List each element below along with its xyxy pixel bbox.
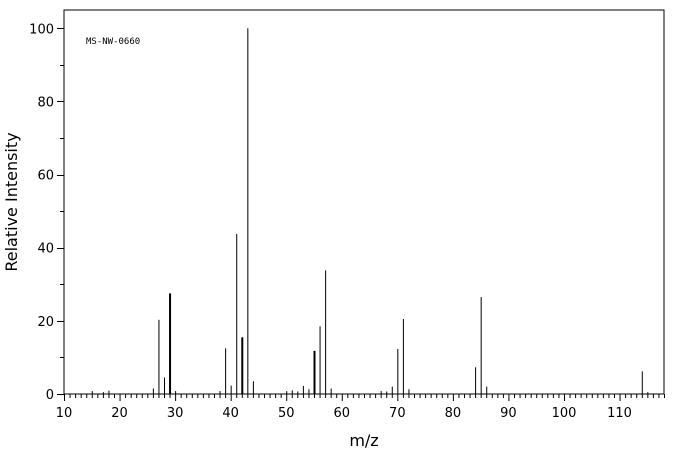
x-axis-label: m/z [349, 431, 378, 450]
y-tick-label: 0 [46, 388, 54, 403]
x-tick-label: 50 [278, 406, 295, 421]
x-tick-label: 40 [222, 406, 239, 421]
y-tick-label: 20 [37, 315, 54, 330]
x-tick-label: 60 [334, 406, 351, 421]
x-tick-label: 10 [56, 406, 73, 421]
x-tick-label: 80 [445, 406, 462, 421]
x-tick-label: 20 [111, 406, 128, 421]
tick-labels: 10 20 30 40 50 60 70 80 90 100 110 0 20 40 60 80 100 [29, 22, 632, 421]
y-tick-label: 60 [37, 169, 54, 184]
y-tick-label: 100 [29, 22, 54, 37]
x-tick-label: 110 [607, 406, 632, 421]
y-tick-label: 80 [37, 95, 54, 110]
x-tick-label: 100 [552, 406, 577, 421]
x-tick-label: 30 [167, 406, 184, 421]
x-tick-label: 70 [389, 406, 406, 421]
peak-series [91, 28, 649, 394]
axis-ticks [57, 28, 665, 401]
y-axis-label: Relative Intensity [2, 132, 21, 271]
spectrum-id-annotation: MS-NW-0660 [86, 37, 140, 47]
plot-frame [63, 9, 665, 395]
y-tick-label: 40 [37, 242, 54, 257]
x-tick-label: 90 [500, 406, 517, 421]
